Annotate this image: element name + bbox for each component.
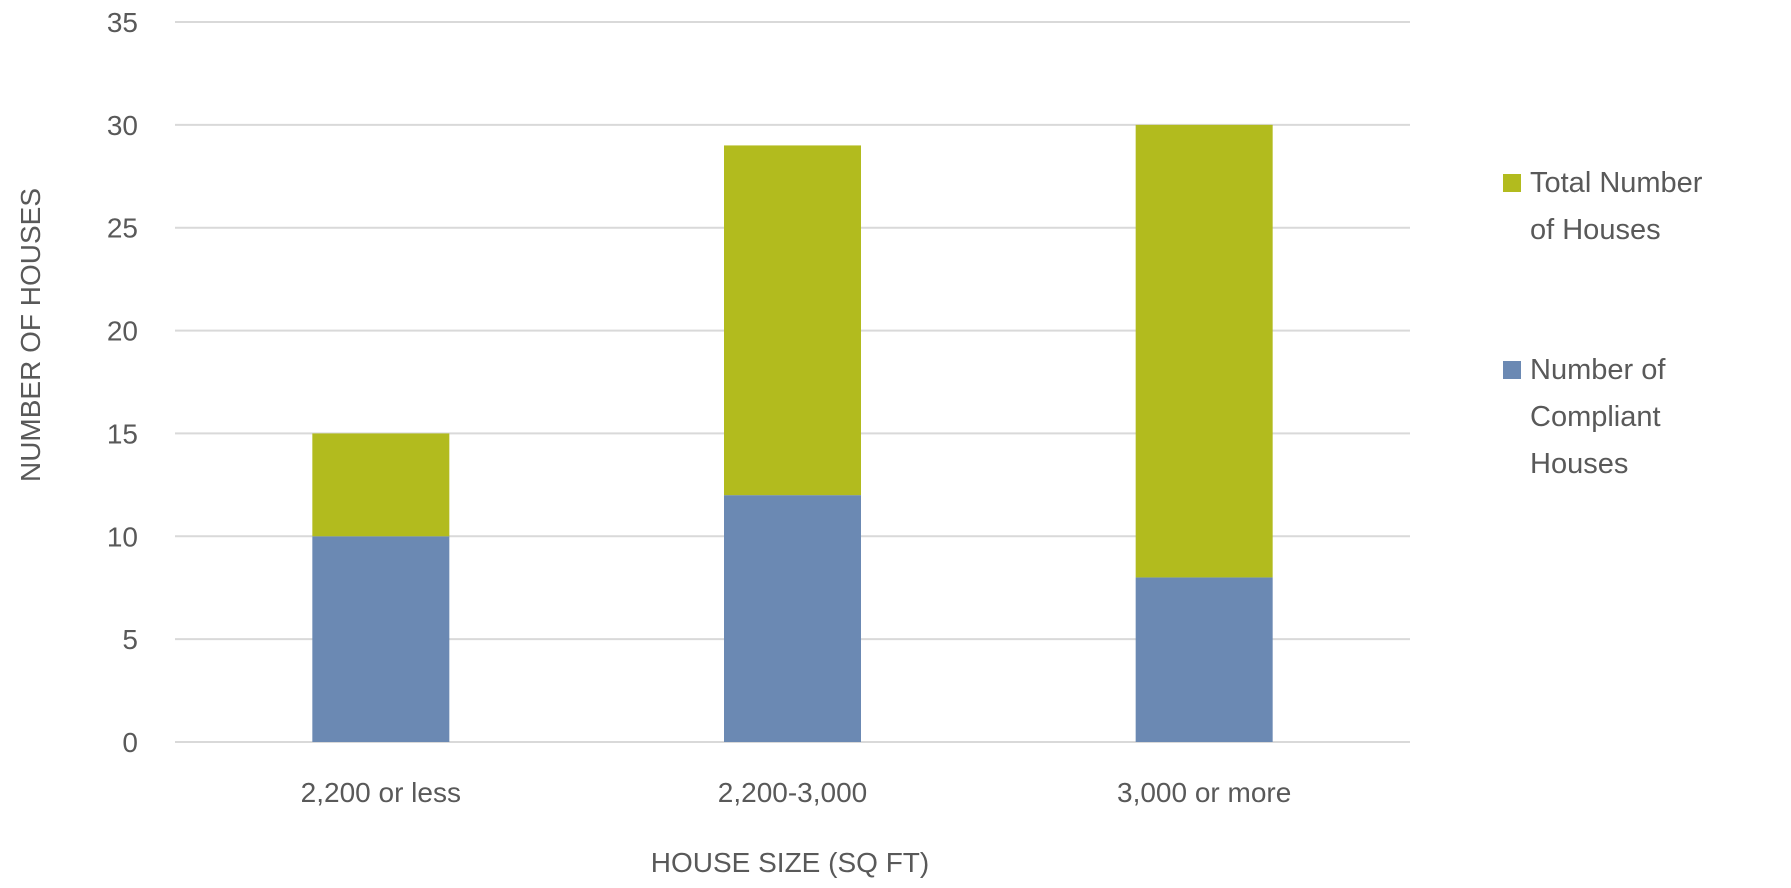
y-axis-title: NUMBER OF HOUSES — [15, 188, 46, 482]
y-tick-label: 0 — [122, 727, 138, 758]
bar-segment — [1135, 124, 1273, 578]
legend-label: Total Number — [1530, 167, 1703, 199]
legend: Total Number of Houses Number of Compliant H… — [1503, 167, 1703, 480]
y-tick-label: 10 — [107, 521, 138, 552]
y-tick-label: 5 — [122, 624, 138, 655]
y-tick-label: 25 — [107, 213, 138, 244]
legend-swatch — [1503, 174, 1521, 192]
legend-label: Houses — [1530, 448, 1628, 480]
bar-segment — [1135, 577, 1273, 742]
bars — [312, 124, 1273, 742]
bar-segment — [312, 536, 450, 742]
y-tick-label: 20 — [107, 316, 138, 347]
x-axis-ticks: 2,200 or less 2,200-3,000 3,000 or more — [301, 777, 1292, 808]
bar-segment — [724, 145, 861, 496]
y-tick-label: 35 — [107, 7, 138, 38]
bar-segment — [312, 433, 450, 537]
y-tick-label: 15 — [107, 418, 138, 449]
legend-label: Compliant — [1530, 401, 1661, 433]
x-tick-label: 3,000 or more — [1117, 777, 1291, 808]
legend-label: of Houses — [1530, 214, 1661, 246]
bar-segment — [724, 495, 861, 742]
y-axis-ticks: 0 5 10 15 20 25 30 35 — [107, 7, 138, 758]
legend-label: Number of — [1530, 354, 1666, 386]
y-tick-label: 30 — [107, 110, 138, 141]
x-tick-label: 2,200-3,000 — [718, 777, 867, 808]
x-tick-label: 2,200 or less — [301, 777, 461, 808]
x-axis-title: HOUSE SIZE (SQ FT) — [651, 847, 929, 878]
legend-swatch — [1503, 361, 1521, 379]
